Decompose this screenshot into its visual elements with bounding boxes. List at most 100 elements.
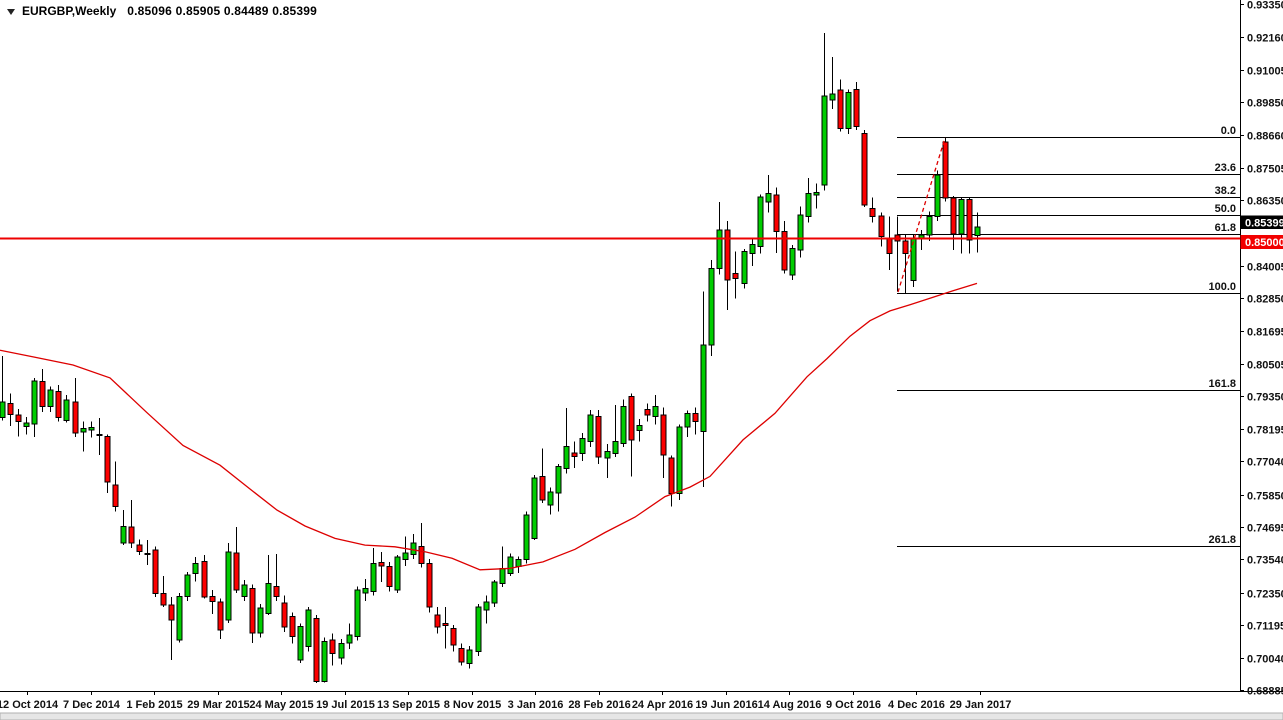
bull-candle [184, 574, 191, 598]
bull-candle [499, 567, 506, 584]
price-tick-label: 0.93350 [1247, 0, 1283, 12]
bull-candle [80, 427, 87, 433]
bull-candle [974, 226, 981, 236]
date-tick-label: 1 Feb 2015 [126, 699, 182, 711]
time-axis-labels[interactable]: 12 Oct 2014 7 Dec 2014 1 Feb 2015 29 Mar 20… [0, 691, 1011, 711]
price-tick-label: 0.77040 [1247, 457, 1283, 469]
date-tick-label: 29 Jan 2017 [950, 699, 1012, 711]
last-price-tag: 0.85399 [1240, 215, 1283, 229]
bull-candle [926, 216, 933, 236]
bear-candle [112, 484, 119, 508]
bull-candle [587, 414, 594, 443]
bear-candle [837, 89, 844, 129]
date-tick-label: 12 Oct 2014 [0, 699, 59, 711]
bull-candle [749, 243, 756, 254]
bull-candle [176, 596, 183, 641]
price-tick-label: 0.79350 [1247, 392, 1283, 404]
symbol-dropdown-icon[interactable] [7, 8, 15, 15]
fib-level-label: 23.6 [1215, 162, 1236, 174]
bear-candle [902, 240, 909, 254]
bear-candle [628, 396, 635, 441]
bear-candle [668, 457, 675, 494]
bull-candle [483, 601, 490, 611]
bear-candle [386, 566, 393, 588]
bear-candle [201, 561, 208, 598]
bear-candle [329, 639, 336, 654]
price-tick-label: 0.88660 [1247, 131, 1283, 143]
bear-candle [692, 412, 699, 423]
bull-candle [346, 634, 353, 644]
bear-candle [458, 647, 465, 663]
bull-candle [620, 406, 627, 444]
bear-candle [966, 198, 973, 241]
bull-candle [241, 584, 248, 598]
bull-candle [370, 562, 377, 593]
date-tick-label: 24 May 2015 [249, 699, 313, 711]
bull-candle [805, 192, 812, 218]
bear-candle [434, 614, 441, 628]
price-tick-label: 0.78195 [1247, 425, 1283, 437]
ohlc-values: 0.85096 0.85905 0.84489 0.85399 [127, 4, 317, 18]
bear-candle [861, 132, 868, 206]
bull-candle [910, 237, 917, 282]
bear-candle [55, 391, 62, 419]
bear-candle [7, 403, 14, 416]
price-tick-label: 0.70040 [1247, 654, 1283, 666]
bear-candle [660, 414, 667, 456]
bear-candle [233, 552, 240, 591]
price-tick-label: 0.87505 [1247, 164, 1283, 176]
price-tick-label: 0.86350 [1247, 196, 1283, 208]
axes [0, 0, 1283, 692]
bull-candle [305, 609, 312, 648]
bear-candle [72, 401, 79, 434]
price-tick-label: 0.91005 [1247, 66, 1283, 78]
date-tick-label: 8 Nov 2015 [444, 699, 501, 711]
bull-candle [531, 477, 538, 539]
date-tick-label: 14 Aug 2016 [758, 699, 822, 711]
bear-candle [313, 617, 320, 683]
bear-candle [732, 272, 739, 279]
symbol-period-label: EURGBP,Weekly [22, 4, 117, 18]
bull-candle [402, 552, 409, 561]
bull-candle [475, 606, 482, 653]
bear-candle [217, 601, 224, 631]
bull-candle [741, 251, 748, 284]
fib-level-label: 61.8 [1215, 222, 1236, 234]
fib-level-label: 261.8 [1208, 534, 1236, 546]
fib-level-label: 100.0 [1208, 281, 1236, 293]
fib-level-label: 50.0 [1215, 203, 1236, 215]
price-tick-label: 0.92160 [1247, 33, 1283, 45]
moving-average-line [0, 282, 978, 571]
price-tick-label: 0.71195 [1247, 621, 1283, 633]
bull-candle [547, 491, 554, 506]
price-axis-labels[interactable]: 0.93350 0.92160 0.91005 0.89850 0.88660 0.875… [1240, 0, 1283, 698]
fibonacci-retracement[interactable]: 0.0 23.6 38.2 50.0 61.8 100.0 161.8 261.8 [897, 125, 1240, 547]
bull-candle [821, 95, 828, 186]
bear-candle [950, 197, 957, 235]
bull-candle [466, 649, 473, 664]
footer-strip [0, 712, 1283, 720]
bear-candle [289, 616, 296, 637]
bull-candle [612, 441, 619, 454]
bull-candle [829, 93, 836, 101]
fib-trend-dashed-line[interactable] [897, 137, 946, 293]
bear-candle [152, 549, 159, 594]
price-tick-label: 0.75850 [1247, 491, 1283, 503]
bull-candle [297, 626, 304, 661]
bear-candle [724, 229, 731, 281]
bull-candle [684, 412, 691, 428]
bull-candle [515, 559, 522, 568]
bull-candle [47, 389, 54, 407]
fib-level-label: 38.2 [1215, 185, 1236, 197]
bull-candle [813, 191, 820, 196]
bull-candle [120, 525, 127, 544]
price-tick-label: 0.82850 [1247, 294, 1283, 306]
bull-candle [338, 642, 345, 659]
date-tick-label: 9 Oct 2016 [826, 699, 881, 711]
bull-candle [0, 401, 6, 419]
bull-candle [934, 174, 941, 218]
bull-candle [523, 514, 530, 561]
bear-candle [571, 452, 578, 458]
bear-candle [96, 433, 103, 436]
